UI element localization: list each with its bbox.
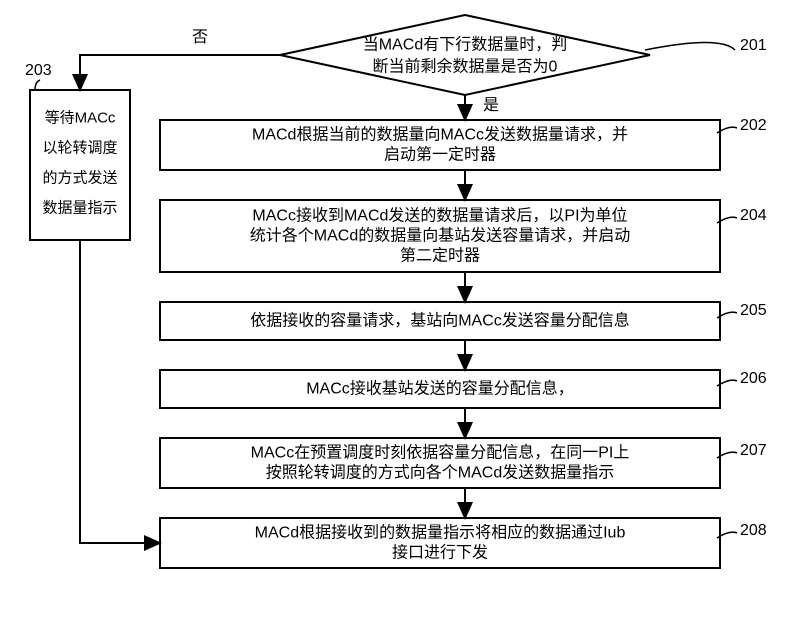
connector xyxy=(80,240,160,543)
connector xyxy=(80,55,280,90)
no-label: 否 xyxy=(192,29,208,46)
step-id: 201 xyxy=(740,37,767,54)
text: 依据接收的容量请求，基站向MACc发送容量分配信息 xyxy=(250,312,630,330)
step-id: 206 xyxy=(740,370,767,387)
text: 统计各个MACd的数据量向基站发送容量请求，并启动 xyxy=(250,227,630,245)
step-id: 207 xyxy=(740,442,767,459)
text: 数据量指示 xyxy=(42,200,117,217)
step-id: 203 xyxy=(25,62,52,79)
step-id: 208 xyxy=(740,522,767,539)
text: 等待MACc xyxy=(45,109,116,127)
leader xyxy=(645,43,735,51)
text: 的方式发送 xyxy=(42,170,117,187)
text: 接口进行下发 xyxy=(392,544,488,562)
text: MACd根据接收到的数据量指示将相应的数据通过Iub xyxy=(255,523,626,542)
text: MACc接收基站发送的容量分配信息， xyxy=(306,380,574,398)
text: MACc在预置调度时刻依据容量分配信息，在同一PI上 xyxy=(251,444,630,462)
step-id: 205 xyxy=(740,302,767,319)
flowchart: 当MACd有下行数据量时，判断当前剩余数据量是否为0 201 是 否等待MACc 以轮转… xyxy=(0,0,800,630)
text: 当MACd有下行数据量时，判 xyxy=(363,36,567,54)
step-id: 202 xyxy=(740,117,767,134)
text: 断当前剩余数据量是否为0 xyxy=(373,57,558,76)
step-id: 204 xyxy=(740,207,767,224)
leader xyxy=(35,80,40,90)
text: 以轮转调度 xyxy=(42,140,117,157)
text: 第二定时器 xyxy=(400,247,480,265)
text: 启动第一定时器 xyxy=(384,146,496,164)
text: MACc接收到MACd发送的数据量请求后，以PI为单位 xyxy=(252,207,627,225)
text: 按照轮转调度的方式向各个MACd发送数据量指示 xyxy=(266,464,614,482)
yes-label: 是 xyxy=(483,97,499,114)
decision-node xyxy=(280,15,650,95)
text: MACd根据当前的数据量向MACc发送数据量请求，并 xyxy=(252,126,628,144)
